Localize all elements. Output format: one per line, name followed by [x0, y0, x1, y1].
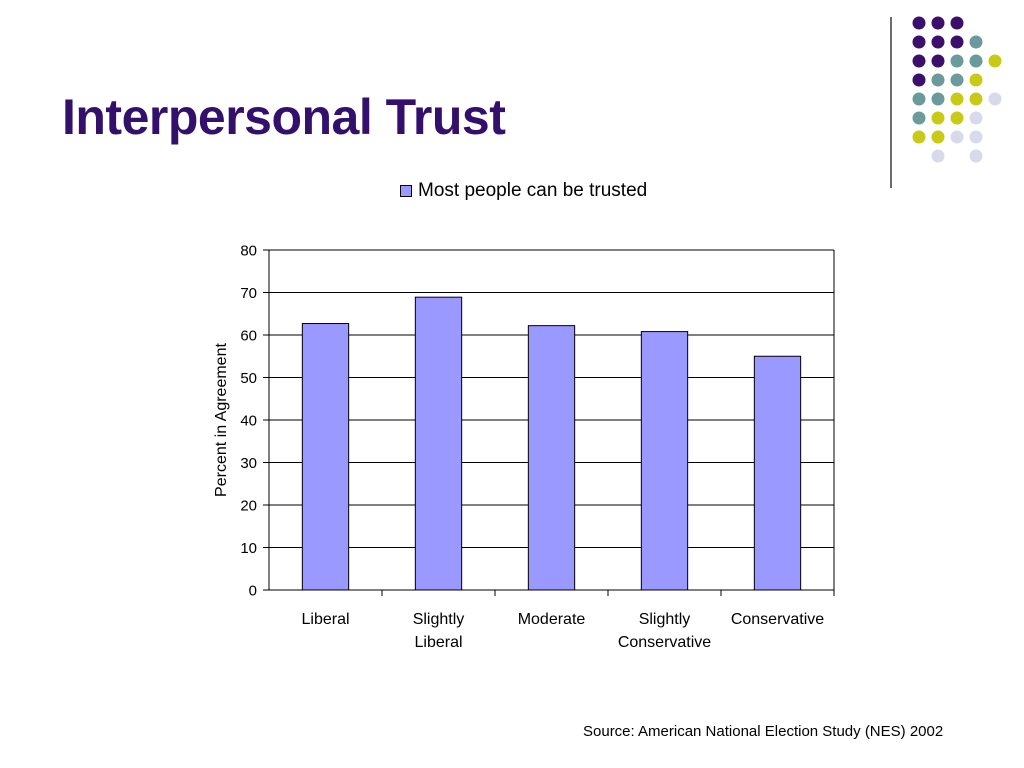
decorative-dot — [931, 73, 945, 87]
decorative-dot — [969, 92, 983, 106]
decorative-dot — [931, 130, 945, 144]
decorative-dot — [969, 111, 983, 125]
bar — [414, 296, 463, 591]
y-axis-title: Percent in Agreement — [213, 343, 230, 497]
y-tick-label: 80 — [240, 243, 257, 260]
legend-swatch — [400, 185, 412, 197]
decorative-dot — [912, 54, 926, 68]
bar — [640, 331, 689, 591]
decorative-dot — [950, 73, 964, 87]
x-tick-label: Slightly Liberal — [413, 611, 465, 651]
decorative-dot — [931, 149, 945, 163]
bar — [301, 323, 350, 591]
decorative-dot — [912, 111, 926, 125]
decorative-dot — [931, 54, 945, 68]
y-tick-label: 0 — [249, 583, 257, 600]
decorative-dot — [912, 73, 926, 87]
decorative-dot — [912, 92, 926, 106]
x-tick-label: Conservative — [731, 611, 824, 628]
decorative-dot — [931, 92, 945, 106]
y-tick-label: 40 — [240, 413, 257, 430]
x-tick-label: Moderate — [518, 611, 586, 628]
bar — [753, 355, 802, 591]
decorative-dot — [988, 92, 1002, 106]
decorative-dot — [950, 16, 964, 30]
y-tick-label: 10 — [240, 540, 257, 557]
decorative-divider — [890, 17, 892, 188]
decorative-dot — [950, 130, 964, 144]
source-citation: Source: American National Election Study… — [583, 723, 944, 740]
x-tick-label: Slightly Conservative — [618, 611, 711, 651]
decorative-dot — [950, 92, 964, 106]
decorative-dot — [950, 54, 964, 68]
y-tick-label: 70 — [240, 285, 257, 302]
decorative-dot — [931, 35, 945, 49]
decorative-dot — [912, 16, 926, 30]
legend-label: Most people can be trusted — [418, 180, 648, 201]
decorative-dot — [969, 130, 983, 144]
decorative-dot — [950, 111, 964, 125]
decorative-dot — [969, 35, 983, 49]
decorative-dot — [931, 16, 945, 30]
y-tick-label: 30 — [240, 455, 257, 472]
decorative-dot — [988, 54, 1002, 68]
decorative-dot — [950, 35, 964, 49]
y-tick-label: 50 — [240, 370, 257, 387]
decorative-dot-pattern — [912, 16, 1002, 163]
decorative-dot — [969, 54, 983, 68]
chart-legend: Most people can be trusted — [400, 179, 647, 203]
decorative-dot — [969, 149, 983, 163]
x-tick-label: Liberal — [301, 611, 349, 628]
decorative-dot — [969, 73, 983, 87]
decorative-dot — [912, 35, 926, 49]
bar — [527, 325, 576, 591]
decorative-dot — [931, 111, 945, 125]
slide-title: Interpersonal Trust — [62, 89, 506, 145]
y-tick-label: 20 — [240, 498, 257, 515]
y-tick-label: 60 — [240, 328, 257, 345]
decorative-dot — [912, 130, 926, 144]
